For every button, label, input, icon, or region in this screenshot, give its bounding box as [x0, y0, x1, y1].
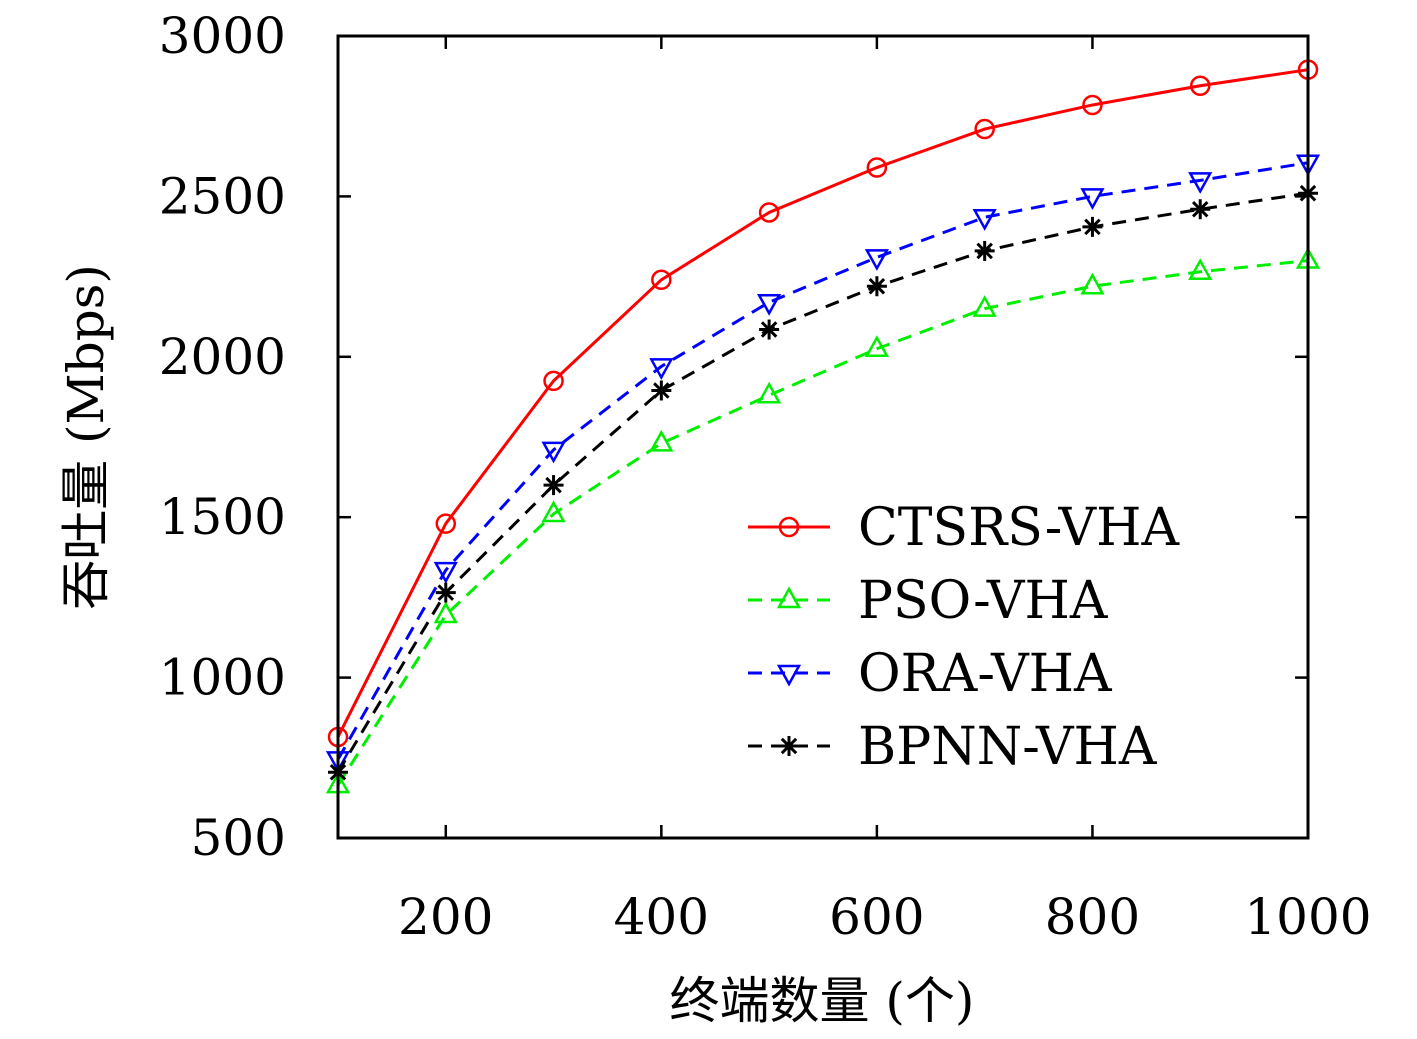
data-point-marker — [433, 601, 458, 624]
legend-item: PSO-VHA — [748, 571, 1109, 631]
series-line — [336, 68, 1309, 738]
y-tick-label: 2500 — [159, 167, 286, 225]
legend-item: CTSRS-VHA — [748, 498, 1180, 558]
data-point-marker — [864, 335, 890, 358]
series-line — [336, 259, 1309, 786]
legend-label: ORA-VHA — [858, 644, 1113, 704]
legend-item: ORA-VHA — [748, 644, 1113, 704]
data-point-marker — [541, 500, 566, 523]
data-point-marker — [1082, 94, 1103, 116]
data-point-marker — [1188, 258, 1213, 281]
legend-item: BPNN-VHA — [748, 717, 1158, 777]
data-point-marker — [1188, 172, 1213, 194]
data-point-marker — [1189, 75, 1211, 96]
data-point-marker — [541, 441, 566, 464]
data-point-marker — [649, 429, 674, 452]
data-point-marker — [649, 358, 674, 380]
x-tick-label: 600 — [829, 888, 924, 946]
data-point-marker — [651, 380, 672, 401]
y-tick-label: 1500 — [159, 488, 286, 546]
data-point-marker — [651, 269, 672, 291]
legend-label: PSO-VHA — [858, 571, 1109, 631]
data-point-marker — [759, 319, 780, 340]
data-point-marker — [435, 582, 456, 603]
legend-marker — [776, 586, 802, 609]
data-point-marker — [756, 294, 782, 316]
data-point-marker — [972, 295, 997, 317]
data-point-marker — [435, 513, 457, 534]
series-pso-vha — [325, 246, 1321, 794]
legend-marker — [778, 516, 800, 538]
plot-area-frame — [336, 34, 1310, 840]
series-line — [336, 161, 1309, 761]
data-point-marker — [1080, 188, 1105, 210]
x-tick-label: 1000 — [1244, 888, 1371, 946]
data-point-marker — [866, 157, 888, 178]
y-tick-label: 3000 — [159, 7, 286, 65]
data-point-marker — [974, 240, 995, 261]
data-point-marker — [433, 561, 458, 584]
data-point-marker — [543, 370, 564, 392]
legend-marker — [776, 664, 802, 687]
data-point-marker — [974, 118, 995, 140]
data-point-marker — [864, 249, 890, 271]
data-point-marker — [972, 209, 997, 231]
y-tick-label: 2000 — [159, 328, 286, 386]
x-tick-label: 800 — [1045, 888, 1140, 946]
data-point-marker — [1080, 272, 1105, 295]
data-point-marker — [1190, 199, 1211, 220]
tick-label-layer: 500 1000 1500 2000 2500 3000 200 400 600 800 1000 — [159, 7, 1372, 946]
y-axis-title: 吞吐量 (Mbps) — [57, 264, 115, 610]
y-tick-label: 500 — [191, 809, 286, 867]
x-tick-label: 200 — [398, 888, 493, 946]
x-tick-label: 400 — [614, 888, 709, 946]
legend-marker — [779, 736, 799, 756]
series-line — [336, 191, 1309, 774]
data-point-marker — [866, 276, 887, 297]
legend-label: BPNN-VHA — [858, 717, 1158, 777]
legend: CTSRS-VHA PSO-VHA ORA-VHA BPNN-VHA — [748, 498, 1180, 777]
series-layer — [325, 59, 1321, 794]
data-point-marker — [756, 381, 782, 404]
data-point-marker — [1082, 216, 1103, 237]
legend-label: CTSRS-VHA — [858, 498, 1180, 558]
y-tick-label: 1000 — [159, 649, 286, 707]
data-point-marker — [758, 202, 780, 223]
data-point-marker — [543, 475, 564, 496]
x-axis-title: 终端数量 (个) — [670, 972, 975, 1030]
